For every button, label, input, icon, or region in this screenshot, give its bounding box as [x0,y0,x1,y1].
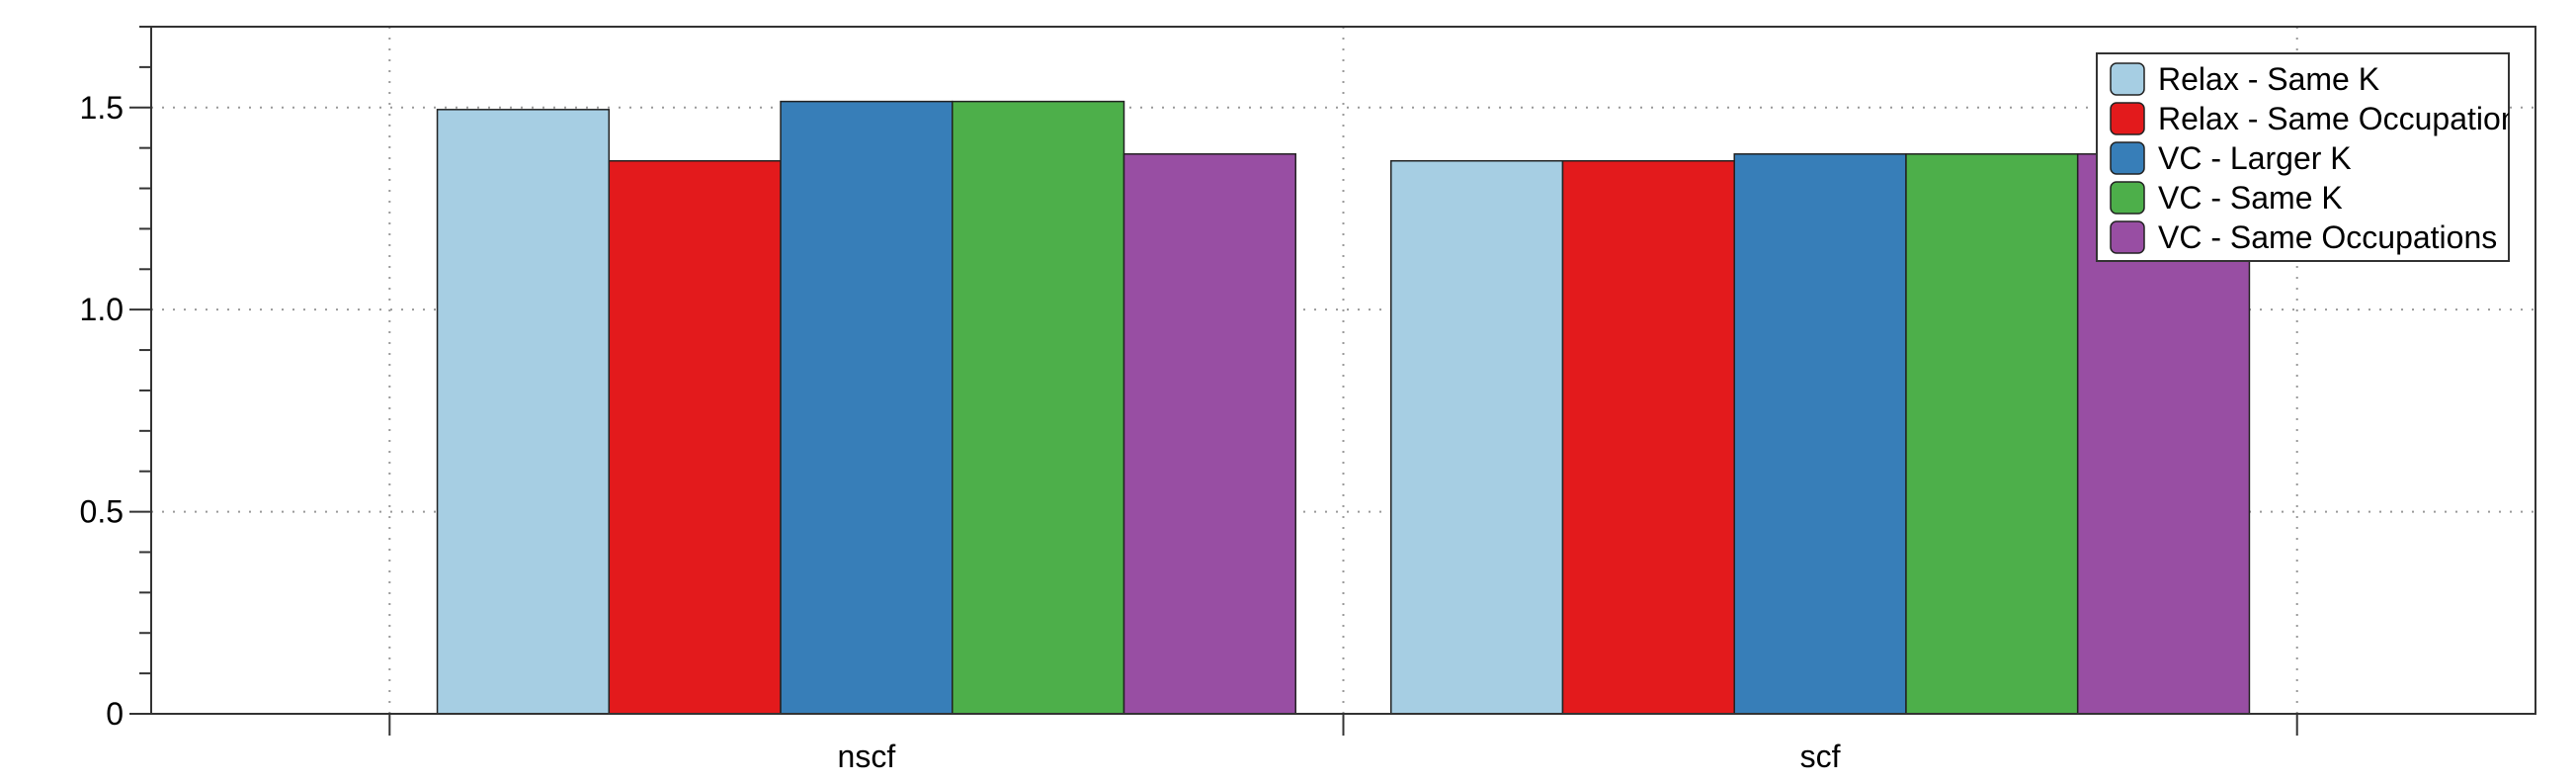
y-tick-label: 0.5 [80,494,124,530]
bar [1122,153,1296,715]
x-tick-label: scf [1800,739,1841,774]
legend-label: Relax - Same K [2158,61,2379,97]
legend-label: VC - Same K [2158,180,2343,216]
bar [436,109,611,715]
y-tick-label: 0 [106,696,124,732]
x-tick-label: nscf [838,739,896,774]
bar [1561,159,1735,715]
bars [436,100,2251,715]
legend-entries: Relax - Same K Relax - Same Occupations VC… [2110,61,2534,255]
legend-label: VC - Larger K [2158,140,2352,176]
y-tick-label: 1.5 [80,90,124,126]
bar [1733,153,1907,715]
legend-swatch [2110,141,2145,175]
legend: Relax - Same K Relax - Same Occupations VC… [2096,52,2534,262]
legend-label: Relax - Same Occupations [2158,101,2534,136]
bar [952,100,1125,715]
tick-labels: 0 0.5 1.0 1.5 nscf scf [80,90,1841,774]
bar [608,159,782,715]
legend-swatch [2110,62,2145,96]
bar [1390,159,1564,715]
legend-label: VC - Same Occupations [2158,219,2497,255]
axes [129,26,2536,736]
legend-swatch [2110,220,2145,254]
bar [780,100,954,715]
legend-swatch [2110,102,2145,135]
legend-box [2096,52,2510,262]
bar [1905,153,2079,715]
legend-swatch [2110,181,2145,215]
y-tick-label: 1.0 [80,292,124,327]
